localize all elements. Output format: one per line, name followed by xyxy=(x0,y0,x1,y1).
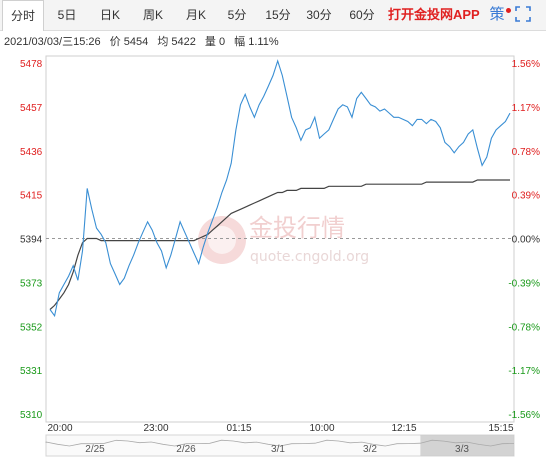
y-right-label: -1.56% xyxy=(508,410,540,421)
y-left-label: 5415 xyxy=(20,191,43,202)
y-right-label: 0.39% xyxy=(512,191,540,202)
y-left-label: 5331 xyxy=(20,366,43,377)
watermark-url: quote.cngold.org xyxy=(250,249,369,265)
quote-info-bar: 2021/03/03/三15:26 价 5454 均 5422 量 0 幅 1.… xyxy=(4,34,285,50)
strategy-icon[interactable]: 策 xyxy=(489,6,505,23)
average-price-line xyxy=(49,179,510,310)
y-right-label: 0.00% xyxy=(512,235,540,246)
y-right-label: -1.17% xyxy=(508,366,540,377)
tab-2[interactable]: 日K xyxy=(99,8,120,22)
watermark-cn: 金投行情 xyxy=(249,214,345,242)
x-label: 10:00 xyxy=(309,423,334,434)
period-tabbar: 分时 5日 日K 周K 月K 5分 15分 30分 60分 打开金投网APP 策 xyxy=(0,0,546,31)
time-navigator[interactable]: 2/25 2/26 3/1 3/2 3/3 xyxy=(45,434,515,457)
tab-3[interactable]: 周K xyxy=(142,8,163,22)
vol-label: 量 0 xyxy=(204,36,226,48)
y-left-label: 5457 xyxy=(20,103,43,114)
y-left-label: 5310 xyxy=(20,410,43,421)
price-line xyxy=(49,59,511,318)
notification-dot xyxy=(506,8,511,13)
y-right-label: -0.78% xyxy=(508,322,540,333)
watermark: 金投行情 quote.cngold.org xyxy=(198,214,369,265)
tab-5[interactable]: 5分 xyxy=(227,8,247,22)
quote-datetime: 2021/03/03/三15:26 xyxy=(4,36,101,48)
fullscreen-icon[interactable] xyxy=(514,6,532,24)
tab-7[interactable]: 30分 xyxy=(306,8,332,22)
y-right-label: 0.78% xyxy=(512,147,540,158)
open-app-link[interactable]: 打开金投网APP xyxy=(388,7,480,22)
x-label: 15:15 xyxy=(488,423,513,434)
navigator-date-label: 3/2 xyxy=(363,444,377,455)
x-label: 23:00 xyxy=(143,423,168,434)
tab-4[interactable]: 月K xyxy=(185,8,206,22)
y-left-label: 5394 xyxy=(20,235,43,246)
y-left-label: 5436 xyxy=(20,147,43,158)
tab-1[interactable]: 5日 xyxy=(57,8,77,22)
navigator-mini-line xyxy=(45,439,515,447)
navigator-date-label: 2/26 xyxy=(176,444,196,455)
navigator-date-label: 3/3 xyxy=(455,444,469,455)
y-left-label: 5352 xyxy=(20,322,43,333)
tab-6[interactable]: 15分 xyxy=(265,8,291,22)
y-left-label: 5478 xyxy=(20,59,43,70)
x-label: 01:15 xyxy=(226,423,251,434)
navigator-date-label: 2/25 xyxy=(85,444,105,455)
price-label: 价 5454 xyxy=(109,36,149,48)
tab-8[interactable]: 60分 xyxy=(349,8,375,22)
amp-label: 幅 1.11% xyxy=(234,36,279,48)
navigator-date-label: 3/1 xyxy=(271,444,285,455)
y-right-label: 1.56% xyxy=(512,59,540,70)
avg-label: 均 5422 xyxy=(157,36,196,48)
navigator-window[interactable] xyxy=(420,435,514,456)
y-left-label: 5373 xyxy=(20,278,43,289)
y-right-label: -0.39% xyxy=(508,278,540,289)
x-label: 12:15 xyxy=(391,423,416,434)
y-right-label: 1.17% xyxy=(512,103,540,114)
tab-0[interactable]: 分时 xyxy=(2,0,44,31)
x-label: 20:00 xyxy=(47,423,72,434)
